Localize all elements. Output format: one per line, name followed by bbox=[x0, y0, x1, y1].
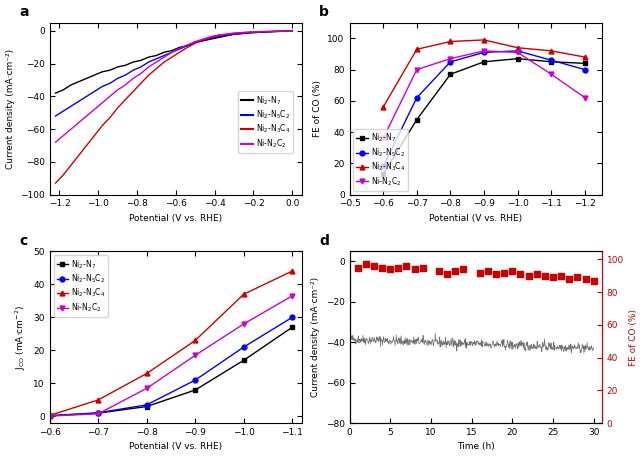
Point bbox=[573, 274, 583, 281]
Text: d: d bbox=[319, 234, 329, 248]
Point bbox=[393, 264, 404, 271]
Y-axis label: Current density (mA·cm⁻²): Current density (mA·cm⁻²) bbox=[311, 277, 320, 397]
Point bbox=[483, 267, 493, 275]
Point bbox=[401, 262, 412, 270]
Point bbox=[556, 272, 566, 279]
Point bbox=[385, 266, 395, 273]
Point bbox=[475, 269, 485, 276]
Text: a: a bbox=[19, 5, 29, 19]
Point bbox=[580, 276, 591, 283]
Legend: Ni$_2$-N$_7$, Ni$_2$-N$_5$C$_2$, Ni$_2$-N$_3$C$_4$, Ni-N$_2$C$_2$: Ni$_2$-N$_7$, Ni$_2$-N$_5$C$_2$, Ni$_2$-… bbox=[53, 255, 108, 317]
Point bbox=[531, 271, 542, 278]
Legend: Ni$_2$-N$_7$, Ni$_2$-N$_5$C$_2$, Ni$_2$-N$_3$C$_4$, Ni-N$_2$C$_2$: Ni$_2$-N$_7$, Ni$_2$-N$_5$C$_2$, Ni$_2$-… bbox=[238, 91, 293, 153]
Point bbox=[507, 267, 517, 275]
Legend: Ni$_2$-N$_7$, Ni$_2$-N$_5$C$_2$, Ni$_2$-N$_3$C$_4$, Ni-N$_2$C$_2$: Ni$_2$-N$_7$, Ni$_2$-N$_5$C$_2$, Ni$_2$-… bbox=[354, 129, 408, 191]
Point bbox=[540, 272, 550, 279]
Point bbox=[589, 277, 599, 284]
Point bbox=[515, 271, 526, 278]
X-axis label: Potential (V vs. RHE): Potential (V vs. RHE) bbox=[129, 214, 222, 223]
Y-axis label: FE of CO (%): FE of CO (%) bbox=[313, 80, 322, 137]
Y-axis label: J$_{\mathregular{CO}}$ (mA·cm$^{-2}$): J$_{\mathregular{CO}}$ (mA·cm$^{-2}$) bbox=[14, 305, 28, 370]
Point bbox=[369, 262, 379, 270]
Y-axis label: Current density (mA·cm⁻²): Current density (mA·cm⁻²) bbox=[6, 48, 15, 169]
Point bbox=[434, 267, 444, 275]
Point bbox=[491, 271, 501, 278]
Text: b: b bbox=[319, 5, 329, 19]
X-axis label: Potential (V vs. RHE): Potential (V vs. RHE) bbox=[429, 214, 522, 223]
X-axis label: Time (h): Time (h) bbox=[457, 442, 495, 452]
Text: c: c bbox=[19, 234, 28, 248]
Point bbox=[352, 264, 363, 271]
Point bbox=[377, 264, 387, 271]
Point bbox=[499, 269, 509, 276]
Point bbox=[442, 271, 452, 278]
Point bbox=[459, 266, 469, 273]
Point bbox=[450, 267, 460, 275]
Y-axis label: FE of CO (%): FE of CO (%) bbox=[629, 308, 638, 366]
Point bbox=[361, 260, 371, 268]
Point bbox=[564, 276, 574, 283]
Point bbox=[410, 266, 420, 273]
Point bbox=[417, 264, 428, 271]
Point bbox=[524, 272, 534, 279]
Point bbox=[548, 274, 558, 281]
X-axis label: Potential (V vs. RHE): Potential (V vs. RHE) bbox=[129, 442, 222, 452]
